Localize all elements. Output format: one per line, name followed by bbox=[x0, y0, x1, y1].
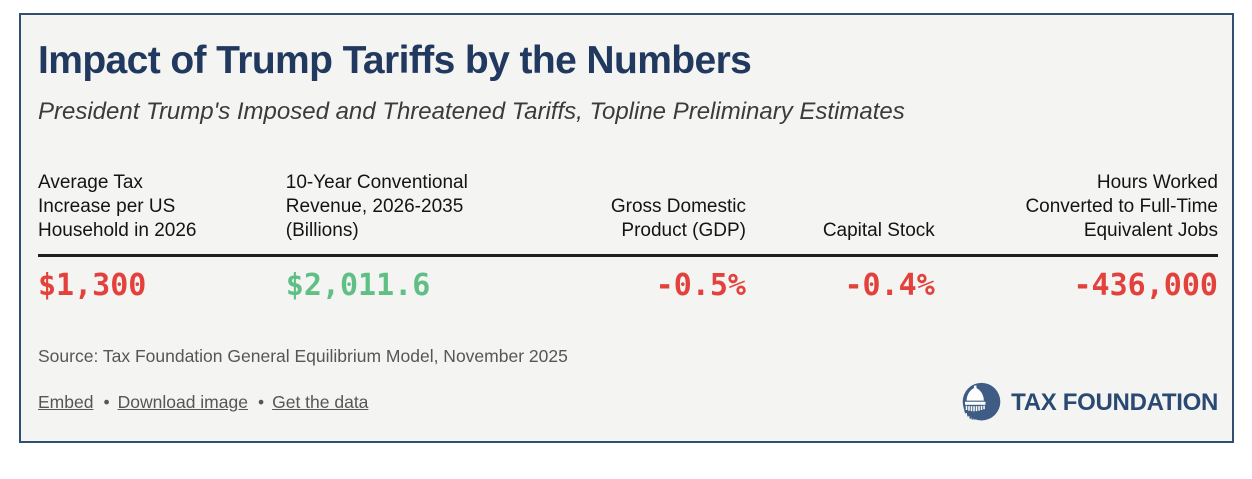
source-note: Source: Tax Foundation General Equilibri… bbox=[38, 345, 568, 366]
get-the-data-link[interactable]: Get the data bbox=[272, 392, 369, 413]
link-separator: • bbox=[257, 392, 265, 413]
logo-wordmark: TAX FOUNDATION bbox=[1011, 388, 1218, 416]
capitol-dome-icon bbox=[960, 381, 1003, 425]
value-avg-tax-increase: $1,300 bbox=[38, 267, 147, 303]
value-fte-jobs: -436,000 bbox=[1073, 267, 1218, 303]
table-value-row: $1,300 $2,011.6 -0.5% -0.4% -436,000 bbox=[38, 257, 1218, 301]
download-image-link[interactable]: Download image bbox=[117, 392, 248, 413]
column-header-avg-tax-increase: Average Tax Increase per US Household in… bbox=[38, 171, 197, 241]
infographic-card: Impact of Trump Tariffs by the Numbers P… bbox=[19, 13, 1234, 443]
column-header-fte-jobs: Hours Worked Converted to Full-Time Equi… bbox=[1025, 171, 1218, 241]
value-10yr-revenue: $2,011.6 bbox=[285, 267, 431, 303]
column-header-10yr-revenue: 10-Year Conventional Revenue, 2026-2035 … bbox=[285, 171, 468, 241]
table-header-row: Average Tax Increase per US Household in… bbox=[38, 171, 1218, 243]
header-divider bbox=[38, 253, 1218, 257]
column-header-gdp: Gross Domestic Product (GDP) bbox=[610, 195, 746, 241]
action-links: Embed • Download image • Get the data bbox=[38, 392, 368, 413]
embed-link[interactable]: Embed bbox=[38, 392, 94, 413]
page-title: Impact of Trump Tariffs by the Numbers bbox=[38, 39, 752, 82]
value-capital-stock: -0.4% bbox=[844, 267, 935, 303]
footer-row: Embed • Download image • Get the data bbox=[38, 381, 1218, 425]
column-header-capital-stock: Capital Stock bbox=[822, 219, 935, 241]
link-separator: • bbox=[103, 392, 110, 413]
value-gdp: -0.5% bbox=[655, 267, 746, 303]
page-subtitle: President Trump's Imposed and Threatened… bbox=[38, 97, 905, 125]
tax-foundation-logo[interactable]: TAX FOUNDATION bbox=[960, 381, 1218, 425]
